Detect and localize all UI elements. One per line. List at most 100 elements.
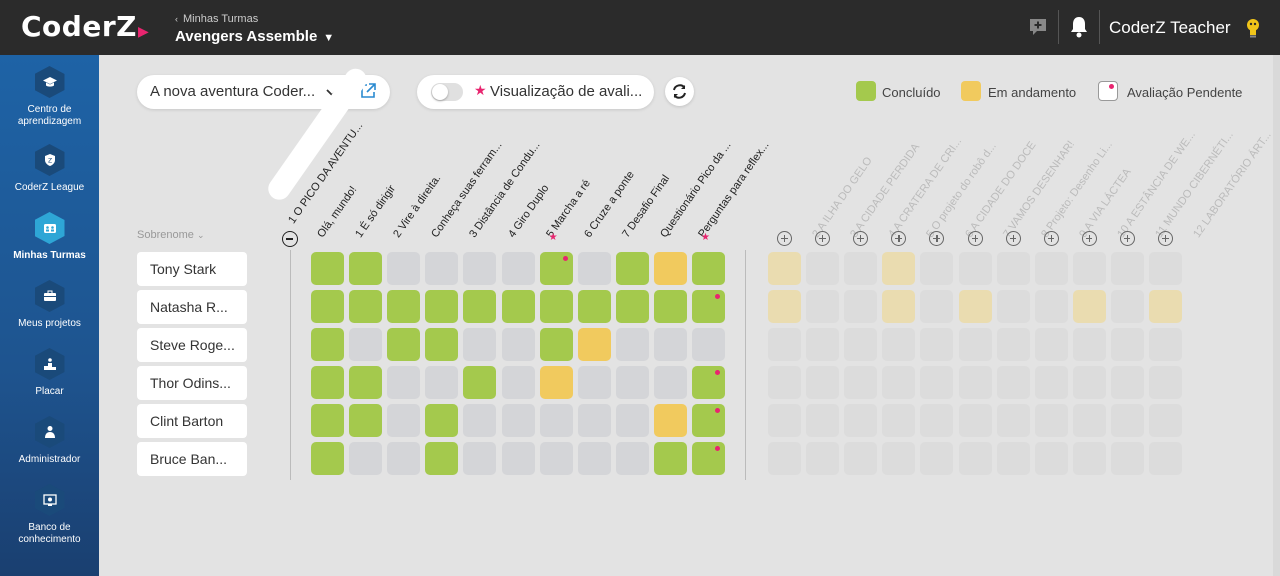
progress-cell[interactable] xyxy=(387,328,421,361)
student-name[interactable]: Tony Stark xyxy=(137,252,247,286)
student-name[interactable]: Bruce Ban... xyxy=(137,442,247,476)
breadcrumb-label[interactable]: Minhas Turmas xyxy=(183,13,259,25)
progress-cell[interactable] xyxy=(577,442,611,475)
expand-icon[interactable] xyxy=(853,231,869,246)
coderz-logo[interactable]: CoderZ▶ xyxy=(21,10,150,43)
progress-cell[interactable] xyxy=(577,328,611,361)
progress-cell[interactable] xyxy=(349,404,383,437)
progress-cell[interactable] xyxy=(615,328,649,361)
expand-icon[interactable] xyxy=(967,231,983,246)
expand-icon[interactable] xyxy=(1043,231,1059,246)
progress-cell[interactable] xyxy=(501,404,535,437)
progress-cell[interactable] xyxy=(463,442,497,475)
breadcrumb[interactable]: ‹ Minhas Turmas xyxy=(175,13,258,25)
expand-icon[interactable] xyxy=(777,231,792,246)
progress-cell[interactable] xyxy=(387,442,421,475)
progress-cell[interactable] xyxy=(501,442,535,475)
class-selector[interactable]: Avengers Assemble ▼ xyxy=(175,28,334,45)
student-name[interactable]: Thor Odins... xyxy=(137,366,247,400)
progress-cell[interactable] xyxy=(653,404,687,437)
progress-cell[interactable] xyxy=(349,252,383,285)
progress-cell[interactable] xyxy=(653,366,687,399)
progress-cell[interactable] xyxy=(692,290,725,323)
progress-cell[interactable] xyxy=(501,366,535,399)
progress-cell[interactable] xyxy=(425,252,459,285)
progress-cell[interactable] xyxy=(615,404,649,437)
progress-cell[interactable] xyxy=(539,252,573,285)
scrollbar-track[interactable] xyxy=(1273,55,1280,576)
sidebar-item-my-projects[interactable]: Meus projetos xyxy=(0,280,99,330)
expand-icon[interactable] xyxy=(929,231,945,246)
progress-cell[interactable] xyxy=(425,366,459,399)
progress-cell[interactable] xyxy=(425,442,459,475)
progress-cell[interactable] xyxy=(387,252,421,285)
expand-icon[interactable] xyxy=(891,231,907,246)
chat-plus-icon[interactable] xyxy=(1028,17,1048,37)
lightbulb-icon[interactable] xyxy=(1243,16,1263,40)
progress-cell[interactable] xyxy=(311,442,344,475)
progress-cell[interactable] xyxy=(653,252,687,285)
sidebar-item-leaderboard[interactable]: Placar xyxy=(0,348,99,398)
expand-icon[interactable] xyxy=(1005,231,1021,246)
progress-cell[interactable] xyxy=(349,290,383,323)
progress-cell[interactable] xyxy=(387,366,421,399)
progress-cell[interactable] xyxy=(349,442,383,475)
progress-cell[interactable] xyxy=(501,328,535,361)
progress-cell[interactable] xyxy=(539,366,573,399)
progress-cell[interactable] xyxy=(463,404,497,437)
progress-cell[interactable] xyxy=(615,442,649,475)
collapse-icon[interactable] xyxy=(282,231,298,247)
student-name[interactable]: Steve Roge... xyxy=(137,328,247,362)
progress-cell[interactable] xyxy=(692,366,725,399)
progress-cell[interactable] xyxy=(577,366,611,399)
student-name[interactable]: Natasha R... xyxy=(137,290,247,324)
sort-by-lastname[interactable]: Sobrenome ⌄ xyxy=(137,229,204,241)
progress-cell[interactable] xyxy=(577,404,611,437)
progress-cell[interactable] xyxy=(311,404,344,437)
progress-cell[interactable] xyxy=(387,404,421,437)
progress-cell[interactable] xyxy=(692,328,725,361)
progress-cell[interactable] xyxy=(692,442,725,475)
progress-cell[interactable] xyxy=(425,290,459,323)
progress-cell[interactable] xyxy=(539,404,573,437)
progress-cell[interactable] xyxy=(615,290,649,323)
progress-cell[interactable] xyxy=(349,366,383,399)
sidebar-item-admin[interactable]: Administrador xyxy=(0,416,99,466)
expand-icon[interactable] xyxy=(815,231,831,246)
progress-cell[interactable] xyxy=(311,328,344,361)
progress-cell[interactable] xyxy=(463,366,497,399)
progress-cell[interactable] xyxy=(311,290,344,323)
progress-cell[interactable] xyxy=(463,328,497,361)
evaluation-toggle-switch[interactable] xyxy=(431,83,463,101)
refresh-button[interactable] xyxy=(665,77,694,106)
progress-cell[interactable] xyxy=(349,328,383,361)
sidebar-item-my-classes[interactable]: Minhas Turmas xyxy=(0,212,99,262)
progress-cell[interactable] xyxy=(425,404,459,437)
progress-cell[interactable] xyxy=(311,252,344,285)
progress-cell[interactable] xyxy=(653,290,687,323)
progress-cell[interactable] xyxy=(615,366,649,399)
student-name[interactable]: Clint Barton xyxy=(137,404,247,438)
progress-cell[interactable] xyxy=(463,252,497,285)
progress-cell[interactable] xyxy=(425,328,459,361)
progress-cell[interactable] xyxy=(539,442,573,475)
expand-icon[interactable] xyxy=(1081,231,1097,246)
user-name[interactable]: CoderZ Teacher xyxy=(1109,18,1231,37)
progress-cell[interactable] xyxy=(653,442,687,475)
progress-cell[interactable] xyxy=(501,252,535,285)
progress-cell[interactable] xyxy=(501,290,535,323)
evaluation-toggle-pill[interactable]: ★ Visualização de avali... xyxy=(417,75,654,109)
progress-cell[interactable] xyxy=(539,328,573,361)
expand-icon[interactable] xyxy=(1119,231,1135,246)
bell-icon[interactable] xyxy=(1068,15,1090,39)
progress-cell[interactable] xyxy=(615,252,649,285)
progress-cell[interactable] xyxy=(311,366,344,399)
progress-cell[interactable] xyxy=(539,290,573,323)
expand-icon[interactable] xyxy=(1158,231,1173,246)
progress-cell[interactable] xyxy=(653,328,687,361)
progress-cell[interactable] xyxy=(692,404,725,437)
progress-cell[interactable] xyxy=(463,290,497,323)
sidebar-item-learning-center[interactable]: Centro de aprendizagem xyxy=(0,66,99,128)
progress-cell[interactable] xyxy=(577,290,611,323)
sidebar-item-knowledge-bank[interactable]: Banco de conhecimento xyxy=(0,484,99,546)
